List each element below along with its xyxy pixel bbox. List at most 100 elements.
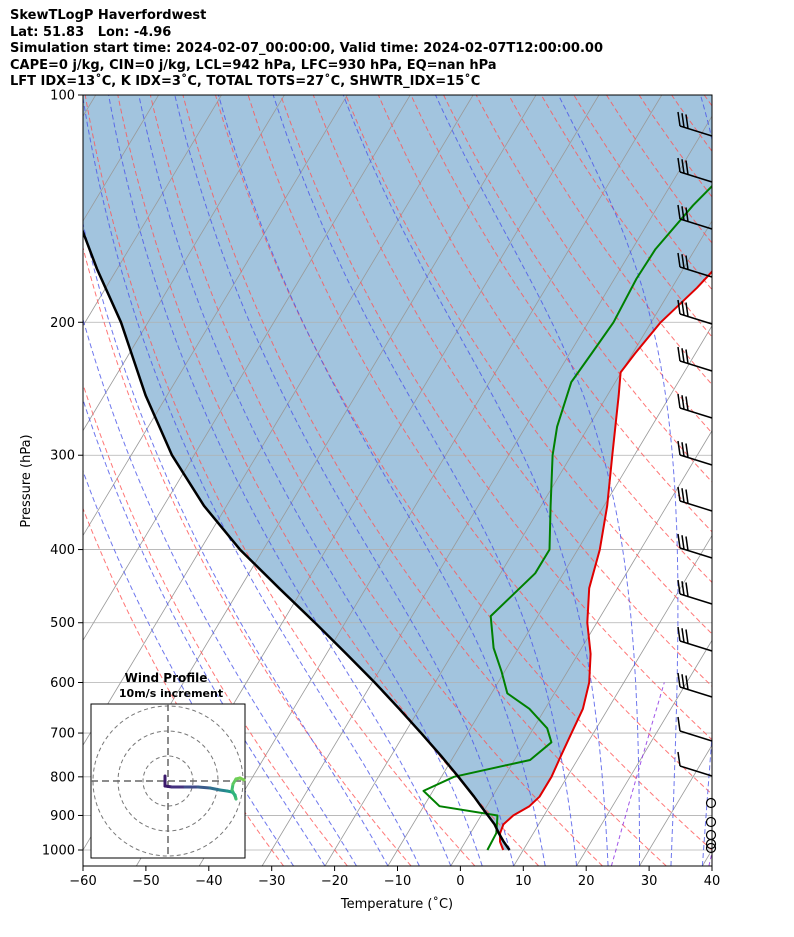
x-tick-label: −60 [69,874,96,889]
chart-title-block: SkewTLogP Haverfordwest Lat: 51.83 Lon: … [10,8,603,91]
moist-adiabat [83,398,326,866]
dry-adiabat [703,95,712,107]
wind-barb [677,111,713,137]
location-line: Lat: 51.83 Lon: -4.96 [10,24,172,40]
isotherm-gridline [513,534,712,866]
moist-adiabat [174,95,515,866]
wind-barb [677,716,713,742]
wind-barb [677,346,713,372]
moist-adiabat [435,95,640,866]
wind-barb [677,672,713,698]
moist-adiabat [138,95,483,866]
isotherm-gridline [83,95,97,117]
dry-adiabat [345,95,712,635]
x-tick-label: 30 [641,874,658,889]
time-line: Simulation start time: 2024-02-07_00:00:… [10,41,603,56]
dry-adiabat [443,95,712,483]
x-tick-label: −50 [132,874,159,889]
hodograph-trace-segment [196,785,212,790]
wind-barb [677,157,713,183]
wind-barb [677,299,713,325]
wind-barb [677,579,713,605]
isotherm-gridline [450,429,712,866]
cape-line: CAPE=0 j/kg, CIN=0 j/kg, LCL=942 hPa, LF… [10,57,497,73]
wind-barb-column [677,111,717,854]
moist-adiabat [108,95,452,866]
mixing-ratio-line [708,850,712,866]
wind-barb [677,486,713,512]
y-tick-label: 100 [50,89,75,104]
cape-shaded-area [83,95,712,850]
dry-adiabat [83,382,348,866]
hodograph [90,703,246,859]
x-tick-label: −40 [195,874,222,889]
x-tick-label: 20 [578,874,595,889]
wind-barb [677,252,713,278]
moist-adiabat [272,95,578,866]
wind-barb [677,626,713,652]
x-axis-label: Temperature (˚C) [340,896,453,912]
x-tick-label: 40 [704,874,721,889]
moist-adiabat [83,95,420,866]
calm-wind-circle [705,816,717,828]
mixing-ratio-line [610,682,665,866]
hodograph-subtitle: 10m/s increment [119,687,223,700]
y-tick-label: 600 [50,676,75,691]
dry-adiabat [215,95,712,851]
dry-adiabat [149,95,603,866]
index-line: LFT IDX=13˚C, K IDX=3˚C, TOTAL TOTS=27˚C… [10,74,481,89]
wind-barb [677,440,713,466]
x-tick-label: 10 [515,874,532,889]
dry-adiabat [573,95,712,291]
dry-adiabat [84,95,476,866]
isotherm-gridline [576,639,712,866]
y-tick-label: 1000 [42,844,75,859]
dry-adiabat [737,95,794,866]
moist-adiabat [218,95,546,866]
y-tick-label: 800 [50,770,75,785]
wind-barb [677,751,713,777]
dry-adiabat [247,95,712,795]
moist-adiabat [83,317,357,866]
isotherm-gridline [83,95,474,746]
dry-adiabat [377,95,712,584]
y-tick-label: 300 [50,449,75,464]
dry-adiabat [83,245,412,866]
calm-wind-circle [705,797,717,809]
dry-adiabat [508,95,712,386]
x-tick-label: 0 [456,874,464,889]
dry-adiabat [410,95,712,533]
isotherm-gridline [198,95,663,866]
isotherm-gridline [702,849,712,866]
y-tick-label: 700 [50,727,75,742]
dewpoint-profile [422,184,712,851]
calm-wind-circle [705,838,717,850]
dry-adiabat [312,95,712,687]
moist-adiabat [557,95,679,866]
hodograph-trace-segment [208,786,222,792]
y-axis-label: Pressure (hPa) [19,434,34,527]
x-tick-label: −10 [384,874,411,889]
y-tick-label: 500 [50,616,75,631]
dry-adiabat [769,95,794,866]
hodograph-trace-segment [238,776,246,782]
wind-barb [677,204,713,230]
dry-adiabat [182,95,667,866]
chart-title: SkewTLogP Haverfordwest [10,8,207,23]
y-tick-label: 200 [50,316,75,331]
isotherm-gridline [261,115,712,866]
x-tick-label: −20 [321,874,348,889]
calm-wind-circle [705,842,717,854]
moist-adiabat [83,221,389,866]
isotherm-gridline [83,95,411,642]
y-tick-label: 900 [50,809,75,824]
wind-barb [677,533,713,559]
x-tick-label: −30 [258,874,285,889]
wind-barb [677,393,713,419]
hodograph-title: Wind Profile [125,671,208,685]
isotherm-gridline [83,95,348,537]
y-tick-label: 400 [50,543,75,558]
parcel-profile [83,228,511,851]
isotherm-gridline [83,95,222,327]
